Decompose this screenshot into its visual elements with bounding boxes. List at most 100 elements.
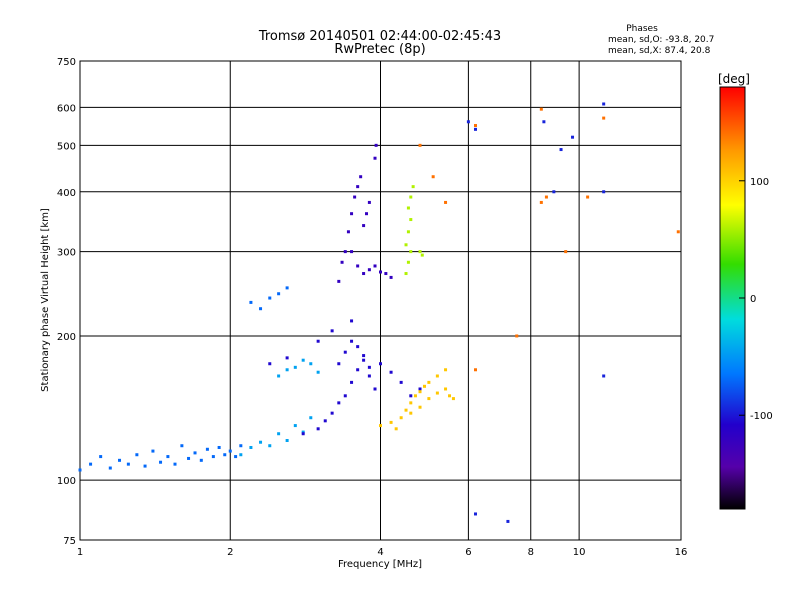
data-point — [346, 230, 350, 234]
data-point — [409, 411, 413, 415]
data-point — [427, 397, 431, 401]
data-point — [337, 362, 341, 366]
data-point — [151, 449, 155, 453]
data-point — [211, 455, 215, 459]
data-point — [418, 250, 422, 254]
y-tick-label: 200 — [57, 332, 76, 343]
data-point — [420, 253, 424, 257]
data-point — [418, 387, 422, 391]
grid-lines — [80, 61, 681, 540]
data-point — [359, 175, 363, 179]
data-point — [409, 195, 413, 199]
data-point — [404, 272, 408, 276]
x-tick-label: 6 — [465, 547, 471, 558]
data-point — [350, 319, 354, 323]
data-point — [542, 120, 546, 124]
y-axis-label: Stationary phase Virtual Height [km] — [40, 208, 51, 392]
data-point — [435, 391, 439, 395]
data-point — [285, 439, 289, 443]
data-point — [337, 279, 341, 283]
data-point — [337, 401, 341, 405]
chart-subtitle: RwPretec (8p) — [334, 42, 425, 57]
data-point — [78, 468, 82, 472]
data-point — [427, 380, 431, 384]
data-point — [293, 424, 297, 428]
data-point — [249, 300, 253, 304]
y-tick-label: 100 — [57, 476, 76, 487]
data-point — [193, 451, 197, 455]
y-tick-label: 600 — [57, 103, 76, 114]
data-point — [316, 427, 320, 431]
data-point — [309, 416, 313, 420]
data-point — [309, 362, 313, 366]
data-point — [418, 405, 422, 409]
data-point — [365, 212, 369, 216]
data-point — [564, 250, 568, 254]
data-point — [356, 368, 360, 372]
data-point — [374, 143, 378, 147]
data-point — [159, 460, 163, 464]
y-tick-label: 75 — [63, 536, 76, 547]
data-point — [350, 212, 354, 216]
data-point — [173, 462, 177, 466]
data-point — [126, 462, 130, 466]
data-point — [239, 453, 243, 457]
data-point — [285, 286, 289, 290]
data-point — [362, 354, 366, 358]
data-point — [413, 394, 417, 398]
data-point — [544, 195, 548, 199]
data-point — [552, 190, 556, 194]
data-point — [234, 455, 238, 459]
colorbar-label: [deg] — [718, 72, 750, 86]
data-point — [559, 148, 563, 152]
colorbar-ticks: 100 0 -100 — [739, 177, 773, 422]
data-point — [409, 401, 413, 405]
data-point — [362, 358, 366, 362]
data-point — [362, 272, 366, 276]
data-point — [418, 390, 422, 394]
data-point — [199, 458, 203, 462]
data-point — [108, 466, 112, 470]
data-point — [301, 358, 305, 362]
data-point — [135, 453, 139, 457]
data-point — [602, 102, 606, 106]
data-point — [285, 356, 289, 360]
data-point — [406, 260, 410, 264]
data-point — [399, 416, 403, 420]
data-point — [356, 264, 360, 268]
data-point — [268, 444, 272, 448]
data-point — [515, 334, 519, 338]
data-point — [602, 190, 606, 194]
data-point — [316, 339, 320, 343]
data-point — [473, 124, 477, 128]
data-point — [217, 445, 221, 449]
data-point — [367, 365, 371, 369]
data-point — [259, 307, 263, 311]
data-point — [422, 384, 426, 388]
data-point — [444, 387, 448, 391]
data-point — [330, 329, 334, 333]
data-point — [356, 345, 360, 349]
stats-line-x: mean, sd,X: 87.4, 20.8 — [608, 46, 711, 56]
data-point — [118, 458, 122, 462]
data-point — [406, 230, 410, 234]
data-point — [431, 175, 435, 179]
stats-line-o: mean, sd,O: -93.8, 20.7 — [608, 35, 714, 45]
x-tick-label: 1 — [77, 547, 83, 558]
data-point — [293, 365, 297, 369]
axis-ticks: 1 2 4 6 8 10 16 75 100 200 300 400 500 600 750 — [57, 57, 687, 558]
data-point — [379, 424, 382, 428]
data-point — [350, 339, 354, 343]
data-point — [418, 143, 422, 147]
data-point — [406, 206, 410, 210]
data-point — [506, 519, 510, 523]
data-point — [373, 387, 377, 391]
data-point — [389, 370, 393, 374]
data-point — [356, 185, 360, 189]
data-point — [343, 250, 347, 254]
data-point — [350, 250, 354, 254]
data-point — [473, 368, 477, 372]
x-tick-label: 4 — [377, 547, 383, 558]
data-point — [343, 350, 347, 354]
